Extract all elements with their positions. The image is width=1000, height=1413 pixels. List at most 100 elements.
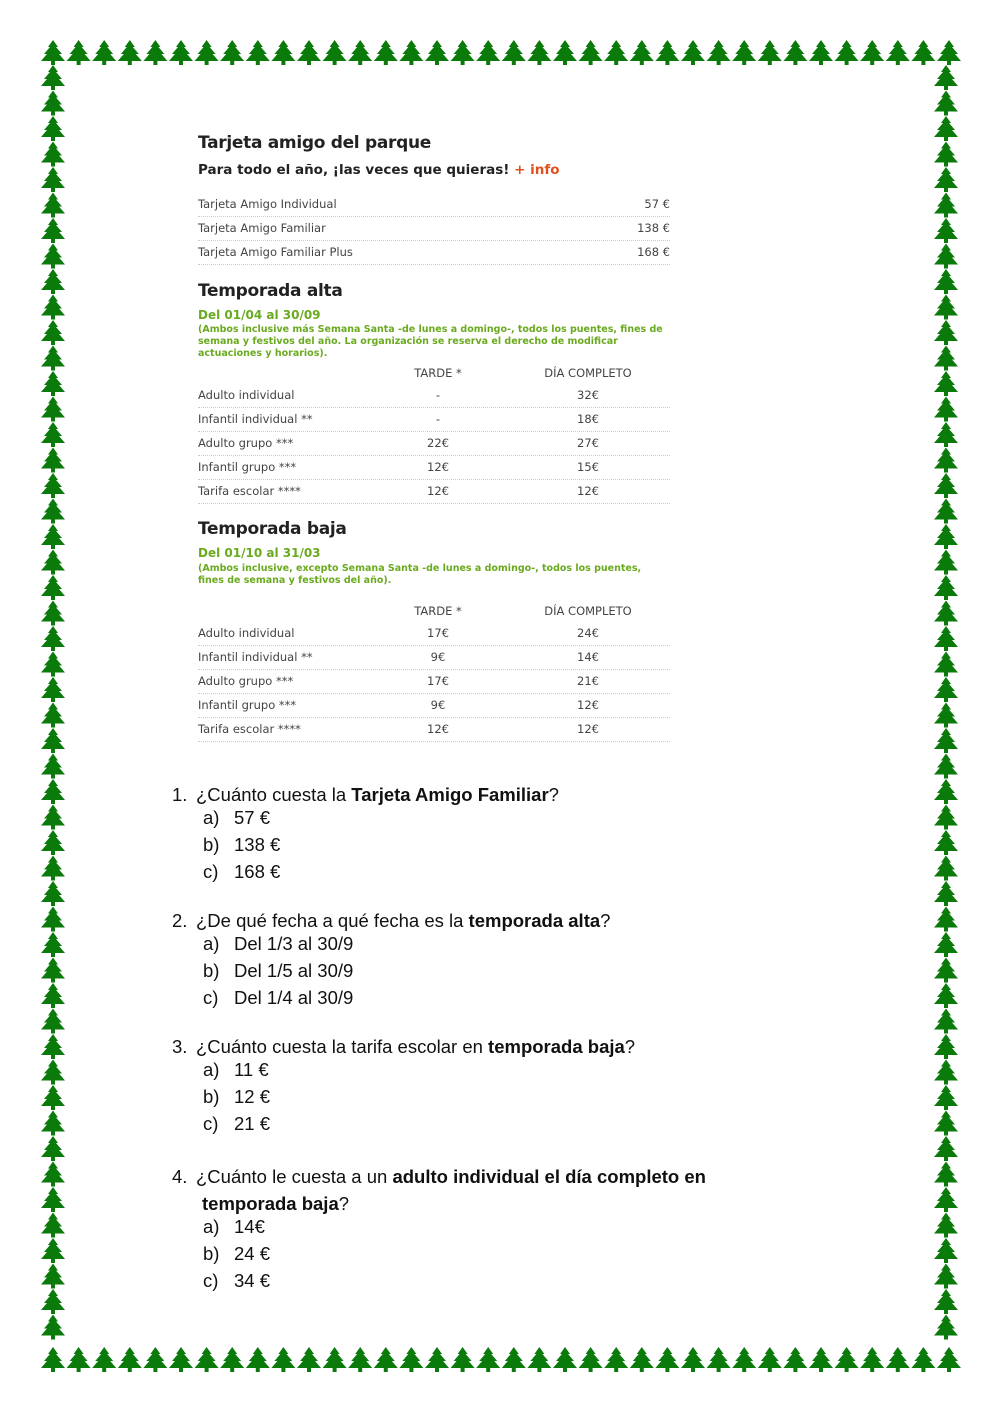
answer-option[interactable]: b) 138 € [203, 831, 280, 858]
question-text: ¿Cuánto cuesta la tarifa escolar en [196, 1036, 489, 1057]
answer-option[interactable]: b) 24 € [203, 1240, 270, 1267]
christmas-tree-icon [604, 1347, 629, 1372]
tarde-price: 9€ [430, 698, 446, 712]
row-label: Adulto grupo *** [198, 674, 294, 688]
christmas-tree-icon [732, 1347, 757, 1372]
christmas-tree-icon [934, 651, 958, 677]
christmas-tree-icon [476, 40, 501, 65]
tarde-price: 17€ [427, 626, 449, 640]
option-letter: a) [203, 1059, 220, 1080]
answer-option[interactable]: a) 57 € [203, 804, 270, 831]
christmas-tree-icon [41, 575, 65, 600]
christmas-tree-icon [41, 141, 65, 167]
christmas-tree-icon [41, 65, 65, 90]
answer-option[interactable]: c) 34 € [203, 1267, 270, 1294]
option-text: 12 € [234, 1086, 271, 1107]
question-bold: temporada baja [488, 1036, 625, 1057]
christmas-tree-icon [476, 1347, 501, 1372]
christmas-tree-icon [169, 40, 193, 65]
answer-option[interactable]: b) Del 1/5 al 30/9 [203, 957, 353, 984]
tarde-price: 12€ [427, 722, 449, 736]
christmas-tree-icon [297, 1347, 321, 1372]
answer-option[interactable]: a) 14€ [203, 1213, 265, 1240]
christmas-tree-icon [41, 116, 65, 141]
christmas-tree-icon [553, 1347, 577, 1372]
question: 4. ¿Cuánto le cuesta a un adulto individu… [172, 1163, 706, 1217]
christmas-tree-icon [934, 702, 958, 728]
christmas-tree-icon [41, 269, 65, 294]
row-label: Tarifa escolar **** [198, 722, 301, 736]
question: 3. ¿Cuánto cuesta la tarifa escolar en te… [172, 1033, 635, 1060]
question-end: ? [338, 1193, 350, 1214]
christmas-tree-icon [934, 65, 958, 90]
answer-option[interactable]: a) Del 1/3 al 30/9 [203, 930, 353, 957]
christmas-tree-icon [41, 1187, 65, 1212]
option-letter: c) [203, 1270, 219, 1291]
christmas-tree-icon [809, 40, 833, 65]
option-letter: c) [203, 987, 219, 1008]
christmas-tree-icon [934, 1289, 958, 1314]
christmas-tree-icon [220, 1347, 245, 1372]
answer-option[interactable]: c) 21 € [203, 1110, 270, 1137]
christmas-tree-icon [934, 192, 958, 218]
christmas-tree-icon [41, 753, 65, 779]
christmas-tree-icon [934, 932, 958, 957]
christmas-tree-icon [783, 40, 808, 65]
question-text: ¿Cuánto cuesta la [196, 784, 352, 805]
christmas-tree-icon [41, 218, 65, 243]
table-row: Adulto grupo *** 22€ 27€ [198, 432, 670, 456]
christmas-tree-icon [41, 932, 65, 957]
christmas-tree-icon [117, 1347, 142, 1372]
christmas-tree-icon [41, 1110, 65, 1136]
question-number: 2. [172, 910, 188, 931]
christmas-tree-icon [425, 40, 449, 65]
baja-dates: Del 01/10 al 31/03 [198, 546, 321, 560]
question-bold: temporada baja [202, 1193, 339, 1214]
christmas-tree-icon [41, 243, 65, 269]
table-row: Adulto individual - 32€ [198, 384, 670, 408]
table-row: Tarifa escolar **** 12€ 12€ [198, 718, 670, 742]
answer-option[interactable]: a) 11 € [203, 1056, 269, 1083]
option-letter: b) [203, 834, 220, 855]
row-label: Infantil grupo *** [198, 460, 297, 474]
christmas-tree-icon [934, 422, 958, 447]
option-letter: b) [203, 960, 220, 981]
christmas-tree-icon [41, 906, 65, 932]
christmas-tree-icon [348, 40, 373, 65]
info-link[interactable]: + info [514, 162, 560, 178]
christmas-tree-icon [934, 855, 958, 881]
answer-option[interactable]: c) Del 1/4 al 30/9 [203, 984, 353, 1011]
answer-option[interactable]: c) 168 € [203, 858, 280, 885]
christmas-tree-icon [41, 779, 65, 804]
christmas-tree-icon [934, 677, 958, 702]
christmas-tree-icon [934, 1034, 958, 1059]
christmas-tree-icon [143, 1347, 168, 1372]
christmas-tree-icon [399, 1347, 424, 1372]
row-label: Tarifa escolar **** [198, 484, 301, 498]
christmas-tree-icon [934, 575, 958, 600]
option-text: 11 € [234, 1059, 269, 1080]
christmas-tree-icon [934, 294, 958, 320]
christmas-tree-icon [41, 983, 65, 1008]
option-text: 21 € [234, 1113, 271, 1134]
tarde-price: 12€ [427, 484, 449, 498]
christmas-tree-icon [41, 1136, 65, 1161]
christmas-tree-icon [92, 1347, 117, 1372]
christmas-tree-icon [41, 422, 65, 447]
table-row: Tarifa escolar **** 12€ 12€ [198, 480, 670, 504]
christmas-tree-icon [934, 983, 958, 1008]
christmas-tree-icon [41, 498, 65, 524]
question-bold: temporada alta [468, 910, 601, 931]
christmas-tree-icon [934, 498, 958, 524]
christmas-tree-icon [527, 40, 552, 65]
row-label: Infantil individual ** [198, 412, 313, 426]
row-label: Tarjeta Amigo Familiar Plus [198, 245, 353, 259]
card-subtitle: Para todo el año, ¡las veces que quieras… [198, 162, 560, 178]
answer-option[interactable]: b) 12 € [203, 1083, 270, 1110]
christmas-tree-icon [757, 40, 782, 65]
row-label: Tarjeta Amigo Familiar [198, 221, 326, 235]
row-price: 57 € [644, 197, 670, 211]
option-text: Del 1/4 al 30/9 [234, 987, 354, 1008]
option-text: 57 € [234, 807, 271, 828]
